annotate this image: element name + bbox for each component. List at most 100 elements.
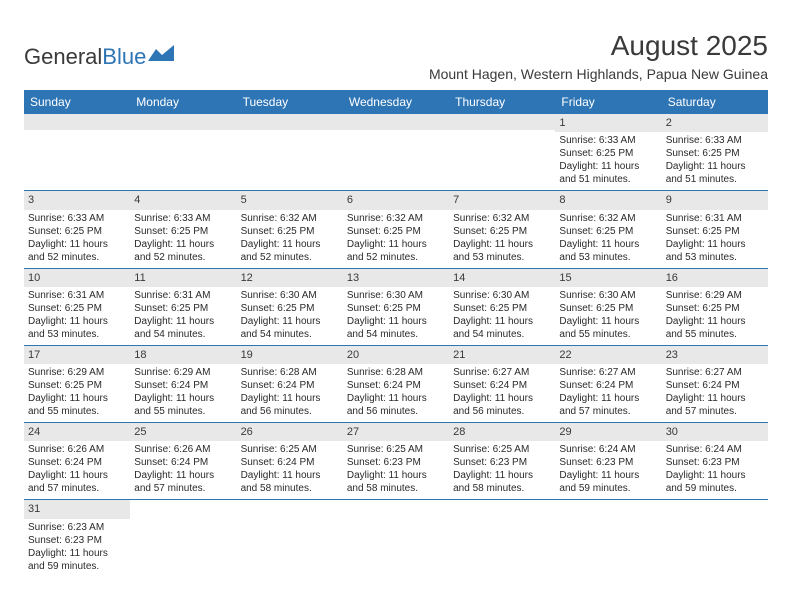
day-number: 11 (130, 269, 236, 287)
day-number: 7 (449, 191, 555, 209)
sunset-text: Sunset: 6:24 PM (666, 379, 764, 392)
sunrise-text: Sunrise: 6:31 AM (666, 212, 764, 225)
sunrise-text: Sunrise: 6:33 AM (134, 212, 232, 225)
calendar-cell-empty (24, 114, 130, 190)
daylight-text: Daylight: 11 hours and 53 minutes. (453, 238, 551, 264)
day-header: Monday (130, 90, 236, 114)
sunrise-text: Sunrise: 6:33 AM (28, 212, 126, 225)
daylight-text: Daylight: 11 hours and 59 minutes. (28, 547, 126, 573)
sunrise-text: Sunrise: 6:30 AM (241, 289, 339, 302)
calendar-cell: 15Sunrise: 6:30 AMSunset: 6:25 PMDayligh… (555, 269, 661, 345)
daylight-text: Daylight: 11 hours and 56 minutes. (347, 392, 445, 418)
calendar-cell: 22Sunrise: 6:27 AMSunset: 6:24 PMDayligh… (555, 346, 661, 422)
daylight-text: Daylight: 11 hours and 54 minutes. (241, 315, 339, 341)
sunset-text: Sunset: 6:23 PM (559, 456, 657, 469)
week-row: 31Sunrise: 6:23 AMSunset: 6:23 PMDayligh… (24, 500, 768, 576)
logo-flag-icon (148, 45, 174, 61)
calendar-cell: 23Sunrise: 6:27 AMSunset: 6:24 PMDayligh… (662, 346, 768, 422)
sunrise-text: Sunrise: 6:32 AM (559, 212, 657, 225)
day-number: 2 (662, 114, 768, 132)
day-number: 12 (237, 269, 343, 287)
sunset-text: Sunset: 6:24 PM (134, 456, 232, 469)
page-title: August 2025 (429, 30, 768, 62)
calendar: SundayMondayTuesdayWednesdayThursdayFrid… (24, 90, 768, 577)
sunset-text: Sunset: 6:23 PM (453, 456, 551, 469)
calendar-cell: 25Sunrise: 6:26 AMSunset: 6:24 PMDayligh… (130, 423, 236, 499)
daylight-text: Daylight: 11 hours and 56 minutes. (241, 392, 339, 418)
day-header: Tuesday (237, 90, 343, 114)
day-number: 31 (24, 500, 130, 518)
daylight-text: Daylight: 11 hours and 59 minutes. (666, 469, 764, 495)
sunset-text: Sunset: 6:25 PM (347, 302, 445, 315)
daylight-text: Daylight: 11 hours and 59 minutes. (559, 469, 657, 495)
calendar-cell: 30Sunrise: 6:24 AMSunset: 6:23 PMDayligh… (662, 423, 768, 499)
sunrise-text: Sunrise: 6:28 AM (347, 366, 445, 379)
day-header: Wednesday (343, 90, 449, 114)
day-number: 21 (449, 346, 555, 364)
daylight-text: Daylight: 11 hours and 58 minutes. (241, 469, 339, 495)
sunrise-text: Sunrise: 6:31 AM (134, 289, 232, 302)
daylight-text: Daylight: 11 hours and 53 minutes. (666, 238, 764, 264)
day-number: 15 (555, 269, 661, 287)
sunrise-text: Sunrise: 6:32 AM (241, 212, 339, 225)
calendar-cell-empty (237, 114, 343, 190)
sunset-text: Sunset: 6:25 PM (28, 379, 126, 392)
calendar-cell: 19Sunrise: 6:28 AMSunset: 6:24 PMDayligh… (237, 346, 343, 422)
sunset-text: Sunset: 6:24 PM (134, 379, 232, 392)
daylight-text: Daylight: 11 hours and 51 minutes. (559, 160, 657, 186)
day-number-bar (449, 114, 555, 130)
daylight-text: Daylight: 11 hours and 53 minutes. (28, 315, 126, 341)
sunrise-text: Sunrise: 6:25 AM (241, 443, 339, 456)
calendar-cell: 11Sunrise: 6:31 AMSunset: 6:25 PMDayligh… (130, 269, 236, 345)
sunset-text: Sunset: 6:23 PM (347, 456, 445, 469)
daylight-text: Daylight: 11 hours and 56 minutes. (453, 392, 551, 418)
calendar-cell: 20Sunrise: 6:28 AMSunset: 6:24 PMDayligh… (343, 346, 449, 422)
sunset-text: Sunset: 6:25 PM (241, 225, 339, 238)
day-header: Friday (555, 90, 661, 114)
week-row: 3Sunrise: 6:33 AMSunset: 6:25 PMDaylight… (24, 191, 768, 268)
sunrise-text: Sunrise: 6:30 AM (453, 289, 551, 302)
calendar-cell: 12Sunrise: 6:30 AMSunset: 6:25 PMDayligh… (237, 269, 343, 345)
header: GeneralBlue August 2025 Mount Hagen, Wes… (24, 30, 768, 82)
day-number: 18 (130, 346, 236, 364)
sunset-text: Sunset: 6:24 PM (559, 379, 657, 392)
calendar-cell: 7Sunrise: 6:32 AMSunset: 6:25 PMDaylight… (449, 191, 555, 267)
sunset-text: Sunset: 6:24 PM (241, 456, 339, 469)
sunset-text: Sunset: 6:24 PM (453, 379, 551, 392)
daylight-text: Daylight: 11 hours and 55 minutes. (28, 392, 126, 418)
logo-text-1: General (24, 44, 102, 70)
daylight-text: Daylight: 11 hours and 55 minutes. (134, 392, 232, 418)
day-number: 25 (130, 423, 236, 441)
daylight-text: Daylight: 11 hours and 58 minutes. (347, 469, 445, 495)
daylight-text: Daylight: 11 hours and 52 minutes. (241, 238, 339, 264)
day-number: 1 (555, 114, 661, 132)
daylight-text: Daylight: 11 hours and 57 minutes. (666, 392, 764, 418)
sunrise-text: Sunrise: 6:26 AM (28, 443, 126, 456)
day-header: Thursday (449, 90, 555, 114)
sunset-text: Sunset: 6:25 PM (559, 147, 657, 160)
daylight-text: Daylight: 11 hours and 53 minutes. (559, 238, 657, 264)
sunset-text: Sunset: 6:25 PM (134, 225, 232, 238)
daylight-text: Daylight: 11 hours and 52 minutes. (134, 238, 232, 264)
day-number: 19 (237, 346, 343, 364)
sunset-text: Sunset: 6:25 PM (666, 225, 764, 238)
calendar-cell: 26 Sunrise: 6:25 AMSunset: 6:24 PMDayligh… (237, 423, 343, 499)
sunrise-text: Sunrise: 6:25 AM (347, 443, 445, 456)
calendar-cell: 4Sunrise: 6:33 AMSunset: 6:25 PMDaylight… (130, 191, 236, 267)
calendar-cell: 5 Sunrise: 6:32 AMSunset: 6:25 PMDaylight… (237, 191, 343, 267)
sunset-text: Sunset: 6:25 PM (347, 225, 445, 238)
day-number: 5 (237, 191, 343, 209)
calendar-cell: 31Sunrise: 6:23 AMSunset: 6:23 PMDayligh… (24, 500, 130, 576)
logo-text-2: Blue (102, 44, 146, 70)
sunrise-text: Sunrise: 6:23 AM (28, 521, 126, 534)
day-number-bar (24, 114, 130, 130)
calendar-cell-empty (130, 500, 236, 576)
daylight-text: Daylight: 11 hours and 54 minutes. (453, 315, 551, 341)
day-number: 26 (237, 423, 343, 441)
calendar-cell-empty (343, 114, 449, 190)
day-number: 20 (343, 346, 449, 364)
sunset-text: Sunset: 6:25 PM (453, 302, 551, 315)
sunrise-text: Sunrise: 6:29 AM (666, 289, 764, 302)
day-number: 6 (343, 191, 449, 209)
sunset-text: Sunset: 6:25 PM (666, 147, 764, 160)
